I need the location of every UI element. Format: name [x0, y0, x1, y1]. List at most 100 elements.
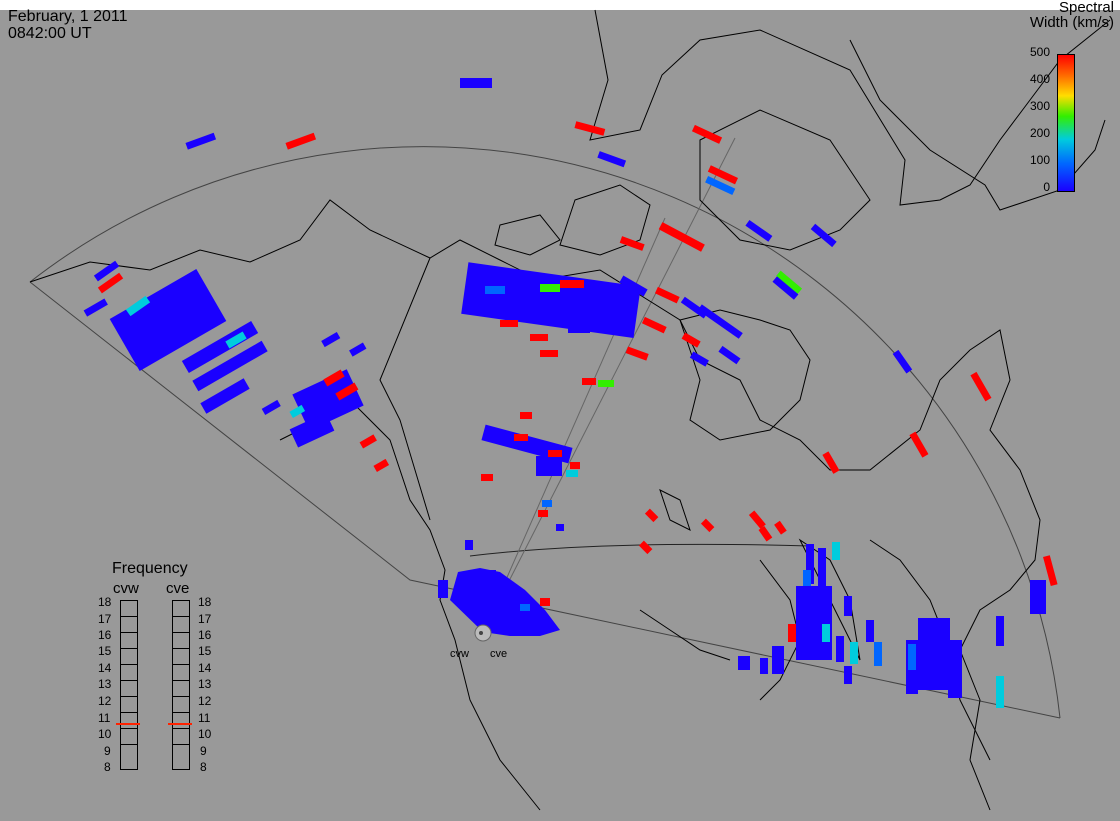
freq-tick: 16 — [198, 628, 212, 642]
freq-tick: 11 — [98, 711, 111, 725]
data-cell — [718, 345, 741, 365]
colorbar-tick: 200 — [1029, 126, 1050, 140]
freq-cell — [121, 729, 137, 745]
data-cell — [97, 272, 124, 294]
data-cell — [192, 340, 268, 392]
colorbar-title: Spectral Width (km/s) — [1030, 0, 1114, 30]
freq-tick: 9 — [104, 744, 111, 758]
data-cell — [289, 404, 306, 418]
freq-cell — [121, 681, 137, 697]
data-cell — [514, 434, 528, 441]
data-cell — [200, 378, 250, 414]
freq-tick: 9 — [200, 744, 207, 758]
data-cell — [461, 262, 641, 338]
data-cell — [570, 462, 580, 469]
data-cell — [810, 223, 837, 248]
freq-tick: 15 — [98, 644, 112, 658]
data-cell — [874, 642, 882, 666]
freq-cell — [173, 649, 189, 665]
data-cell — [323, 369, 345, 387]
freq-tick: 10 — [98, 727, 112, 741]
freq-cell — [121, 713, 137, 729]
freq-cell — [121, 697, 137, 713]
data-cell — [321, 332, 341, 348]
data-cell — [822, 624, 830, 642]
freq-tick: 13 — [98, 677, 112, 691]
data-cell — [760, 658, 768, 674]
top-strip — [0, 0, 1120, 10]
data-cell — [758, 525, 773, 542]
data-cell — [1030, 580, 1046, 614]
date-label: February, 1 2011 — [8, 8, 128, 25]
data-cell — [796, 586, 832, 660]
data-cell — [806, 544, 814, 584]
data-cell — [481, 474, 493, 481]
freq-tick: 15 — [198, 644, 212, 658]
data-cell — [450, 568, 560, 636]
data-cell — [654, 286, 680, 304]
data-cell — [285, 132, 317, 150]
freq-cell — [173, 665, 189, 681]
data-cell — [776, 270, 803, 294]
data-cell — [93, 260, 120, 282]
freq-tick: 8 — [104, 760, 111, 774]
freq-column-west — [120, 600, 138, 770]
freq-tick: 12 — [98, 694, 112, 708]
data-cell — [619, 275, 648, 297]
data-cell — [520, 412, 532, 419]
data-cell — [641, 316, 667, 334]
timestamp: February, 1 2011 0842:00 UT — [8, 8, 127, 42]
colorbar-tick: 400 — [1029, 72, 1050, 86]
data-cell — [225, 331, 247, 349]
frequency-panel-title: Frequency — [112, 560, 188, 577]
data-cell — [465, 540, 473, 550]
time-label: 0842:00 UT — [8, 25, 92, 42]
data-cell — [691, 124, 723, 144]
data-cell — [566, 470, 578, 477]
data-cell — [335, 382, 359, 401]
data-cell — [970, 371, 992, 402]
data-cell — [261, 399, 281, 415]
data-cell — [844, 596, 852, 616]
freq-cell — [173, 745, 189, 761]
data-cell — [680, 296, 708, 319]
data-cell — [83, 298, 108, 317]
site-label-east: cve — [490, 648, 508, 660]
data-cell — [705, 176, 736, 196]
data-cell — [866, 620, 874, 642]
colorbar-tick: 500 — [1029, 45, 1050, 59]
data-cell — [689, 351, 709, 367]
colorbar-tick: 100 — [1029, 153, 1050, 167]
colorbar-tick: 0 — [1043, 180, 1050, 194]
data-cell — [536, 456, 562, 476]
data-cell — [638, 540, 653, 555]
data-cell — [909, 431, 929, 458]
freq-cell — [121, 633, 137, 649]
data-cell — [803, 570, 811, 586]
freq-cell — [173, 697, 189, 713]
freq-cell — [121, 665, 137, 681]
freq-tick: 13 — [198, 677, 212, 691]
data-cell — [1043, 555, 1058, 587]
data-cell — [289, 412, 335, 448]
data-cell — [460, 78, 492, 88]
data-cell — [125, 295, 151, 317]
freq-cell — [173, 713, 189, 729]
data-cell — [109, 269, 227, 371]
data-cell — [836, 636, 844, 662]
colorbar-title-line1: Spectral — [1058, 0, 1114, 16]
freq-cell — [121, 617, 137, 633]
spectral-width-colorbar — [1057, 54, 1075, 192]
freq-selected-marker-west — [116, 723, 140, 725]
radar-site-marker — [474, 624, 492, 642]
data-cell — [748, 510, 766, 529]
freq-cell — [173, 681, 189, 697]
freq-cell — [121, 601, 137, 617]
data-cell — [996, 676, 1004, 708]
data-cell — [707, 165, 739, 185]
data-cell — [485, 286, 505, 294]
site-label-west: cvw — [450, 648, 469, 660]
freq-radar-label-west: cvw — [113, 580, 139, 597]
freq-tick: 14 — [198, 661, 212, 675]
